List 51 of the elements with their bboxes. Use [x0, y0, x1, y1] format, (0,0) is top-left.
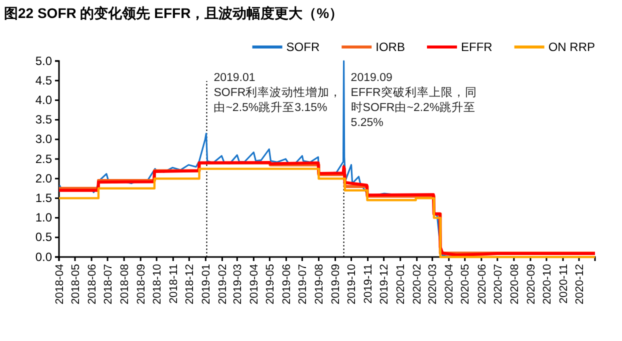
x-tick-label: 2019-02 — [217, 264, 230, 304]
y-tick-label: 0.5 — [35, 230, 52, 244]
x-tick-label: 2020-11 — [558, 264, 570, 304]
x-tick-label: 2019-08 — [314, 264, 326, 304]
x-tick-label: 2018-10 — [151, 264, 164, 304]
x-tick-label: 2020-10 — [541, 264, 554, 304]
x-tick-label: 2019-12 — [378, 264, 391, 304]
x-tick-label: 2019-05 — [264, 264, 277, 304]
x-tick-label: 2020-09 — [525, 264, 538, 304]
x-tick-label: 2018-09 — [135, 264, 148, 304]
x-tick-label: 2018-11 — [168, 264, 180, 304]
x-tick-label: 2020-12 — [574, 264, 586, 304]
x-tick-label: 2018-07 — [102, 264, 114, 304]
x-tick-label: 2018-04 — [54, 264, 66, 304]
x-tick-label: 2020-02 — [412, 264, 424, 304]
annotation: 2019.01 SOFR利率波动性增加，由~2.5%跳升至3.15% — [214, 72, 342, 114]
x-tick-label: 2019-09 — [330, 264, 342, 304]
x-tick-label: 2018-12 — [184, 264, 196, 304]
x-tick-label: 2019-01 — [200, 264, 213, 304]
x-tick-label: 2019-11 — [362, 264, 375, 304]
x-tick-label: 2020-05 — [460, 264, 472, 304]
y-tick-label: 2.5 — [35, 152, 52, 166]
x-tick-label: 2020-06 — [476, 264, 488, 304]
x-tick-label: 2020-04 — [444, 264, 456, 304]
x-tick-label: 2020-07 — [492, 264, 504, 304]
y-tick-label: 4.5 — [35, 73, 52, 88]
y-tick-label: 1.0 — [35, 210, 52, 225]
annotation: 2019.09 EFFR突破利率上限，同时SOFR由~2.2%跳升至5.25% — [350, 72, 477, 129]
y-tick-label: 3.5 — [35, 112, 52, 127]
x-tick-label: 2020-08 — [508, 264, 521, 304]
x-tick-label: 2018-06 — [86, 264, 98, 304]
x-tick-label: 2020-03 — [427, 264, 440, 304]
y-tick-label: 0.0 — [35, 250, 52, 264]
legend-label: EFFR — [460, 40, 493, 54]
x-tick-label: 2019-07 — [297, 264, 310, 304]
x-tick-label: 2019-06 — [281, 264, 294, 304]
y-tick-label: 2.0 — [35, 171, 52, 186]
y-tick-label: 5.0 — [35, 54, 52, 68]
y-tick-label: 4.0 — [35, 93, 52, 108]
x-tick-label: 2019-03 — [232, 264, 244, 304]
x-tick-label: 2019-10 — [346, 264, 358, 304]
legend-label: SOFR — [286, 40, 320, 54]
x-tick-label: 2020-01 — [395, 264, 408, 304]
x-tick-label: 2018-05 — [70, 264, 82, 304]
y-tick-label: 3.0 — [35, 132, 52, 146]
y-tick-label: 1.5 — [35, 191, 52, 206]
legend-label: ON RRP — [548, 40, 595, 54]
legend-label: IORB — [376, 40, 405, 54]
chart-title: 图22 SOFR 的变化领先 EFFR，且波动幅度更大（%） — [4, 5, 344, 21]
x-tick-label: 2019-04 — [248, 264, 261, 304]
x-tick-label: 2018-08 — [118, 264, 131, 304]
